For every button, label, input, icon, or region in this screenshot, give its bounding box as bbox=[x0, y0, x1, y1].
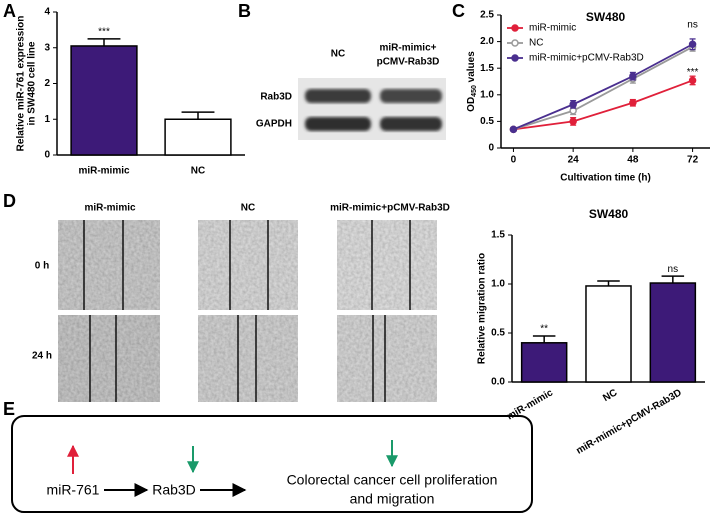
point bbox=[629, 99, 637, 107]
panel-label: E bbox=[3, 399, 15, 419]
x-axis-label: Cultivation time (h) bbox=[560, 173, 651, 184]
x-tick-label: miR-mimic+pCMV-Rab3D bbox=[574, 387, 683, 456]
bar bbox=[585, 285, 632, 383]
point bbox=[688, 40, 697, 49]
significance-label: *** bbox=[98, 26, 110, 37]
y-tick-label: 1.5 bbox=[480, 63, 494, 74]
column-label: NC bbox=[241, 203, 255, 214]
y-tick-label: 2 bbox=[44, 78, 50, 89]
bar bbox=[520, 342, 568, 383]
blot-lane-label: pCMV-Rab3D bbox=[377, 57, 440, 68]
diagram-node: Colorectal cancer cell proliferation bbox=[287, 472, 498, 488]
y-tick-label: 4 bbox=[44, 7, 50, 18]
point bbox=[569, 117, 577, 126]
micrograph-texture bbox=[198, 315, 298, 402]
diagram-box bbox=[11, 415, 533, 513]
x-tick-label: 0 bbox=[511, 155, 517, 166]
significance-label: ** bbox=[540, 324, 548, 335]
legend-label: NC bbox=[529, 38, 543, 49]
diagram-node: Rab3D bbox=[152, 482, 196, 498]
legend-marker bbox=[511, 54, 519, 62]
point bbox=[509, 125, 518, 134]
y-tick-label: 1.0 bbox=[491, 279, 505, 290]
y-tick-label: 0.0 bbox=[491, 377, 505, 388]
y-tick-label: 0.5 bbox=[491, 328, 505, 339]
micrograph-texture bbox=[198, 220, 298, 310]
x-tick-label: NC bbox=[191, 166, 205, 177]
x-tick-label: NC bbox=[601, 387, 619, 404]
x-tick-label: miR-mimic bbox=[78, 166, 130, 177]
blot-row-label: GAPDH bbox=[256, 119, 292, 130]
panel-label: B bbox=[238, 1, 251, 21]
legend-label: miR-mimic+pCMV-Rab3D bbox=[529, 53, 644, 64]
y-axis-label: in SW480 cell line bbox=[27, 41, 38, 125]
bar bbox=[164, 118, 232, 156]
legend-marker bbox=[511, 24, 519, 32]
row-label: 24 h bbox=[32, 351, 52, 362]
column-label: miR-mimic+pCMV-Rab3D bbox=[330, 203, 450, 214]
bar bbox=[70, 45, 138, 156]
blot-lane-label: miR-mimic+ bbox=[380, 43, 437, 54]
y-tick-label: 2.0 bbox=[480, 36, 494, 47]
y-axis-label: Relative migration ratio bbox=[477, 253, 488, 364]
blot-band bbox=[305, 89, 371, 103]
blot-row-label: Rab3D bbox=[260, 92, 292, 103]
series-line bbox=[513, 79, 693, 131]
series-line bbox=[513, 43, 694, 131]
significance-label: ns bbox=[668, 264, 679, 275]
point bbox=[569, 100, 577, 109]
significance-label: *** bbox=[687, 67, 699, 78]
chart-title: SW480 bbox=[586, 10, 626, 24]
y-axis-label-part: OD bbox=[466, 97, 477, 112]
y-tick-label: 1.5 bbox=[491, 230, 505, 241]
diagram-node: and migration bbox=[350, 491, 435, 507]
blot-band bbox=[380, 117, 442, 131]
y-axis-label: Relative miR-761 expression bbox=[16, 16, 27, 152]
micrograph-texture bbox=[58, 220, 160, 310]
x-tick-label: 48 bbox=[627, 155, 639, 166]
y-axis-label: OD450 values bbox=[466, 51, 479, 112]
bar bbox=[649, 282, 697, 383]
x-tick-label: 72 bbox=[687, 155, 699, 166]
diagram-node: miR-761 bbox=[47, 482, 100, 498]
point bbox=[629, 72, 637, 80]
panel-label: C bbox=[452, 1, 465, 21]
y-tick-label: 0 bbox=[488, 143, 494, 154]
y-axis-label-part: values bbox=[466, 51, 477, 85]
micrograph-texture bbox=[58, 315, 160, 402]
x-tick-label: 24 bbox=[568, 155, 580, 166]
legend-marker bbox=[511, 39, 519, 47]
significance-label: ns bbox=[687, 20, 698, 31]
panel-label: A bbox=[3, 1, 16, 21]
migration-grid: miR-mimic NC miR-mimic+pCMV-Rab3D 0 h 24… bbox=[32, 203, 450, 402]
series-line bbox=[513, 46, 694, 131]
row-label: 0 h bbox=[35, 261, 49, 272]
column-label: miR-mimic bbox=[84, 203, 136, 214]
legend-label: miR-mimic bbox=[529, 23, 576, 34]
y-tick-label: 0.5 bbox=[480, 116, 494, 127]
point bbox=[688, 76, 697, 85]
y-tick-label: 2.5 bbox=[480, 10, 494, 21]
y-axis-label-part: 450 bbox=[471, 85, 478, 97]
chart-title: SW480 bbox=[589, 207, 629, 221]
blot-lane-label: NC bbox=[331, 49, 345, 60]
micrograph-texture bbox=[337, 315, 437, 402]
y-tick-label: 1 bbox=[44, 114, 50, 125]
y-tick-label: 1.0 bbox=[480, 89, 494, 100]
y-tick-label: 3 bbox=[44, 42, 50, 53]
x-tick-label: miR-mimic bbox=[505, 387, 555, 422]
y-tick-label: 0 bbox=[44, 150, 50, 161]
blot-band bbox=[305, 117, 371, 131]
wound-edges bbox=[83, 220, 411, 402]
panel-label: D bbox=[3, 191, 16, 211]
micrograph-texture bbox=[337, 220, 437, 310]
blot-band bbox=[380, 89, 442, 103]
